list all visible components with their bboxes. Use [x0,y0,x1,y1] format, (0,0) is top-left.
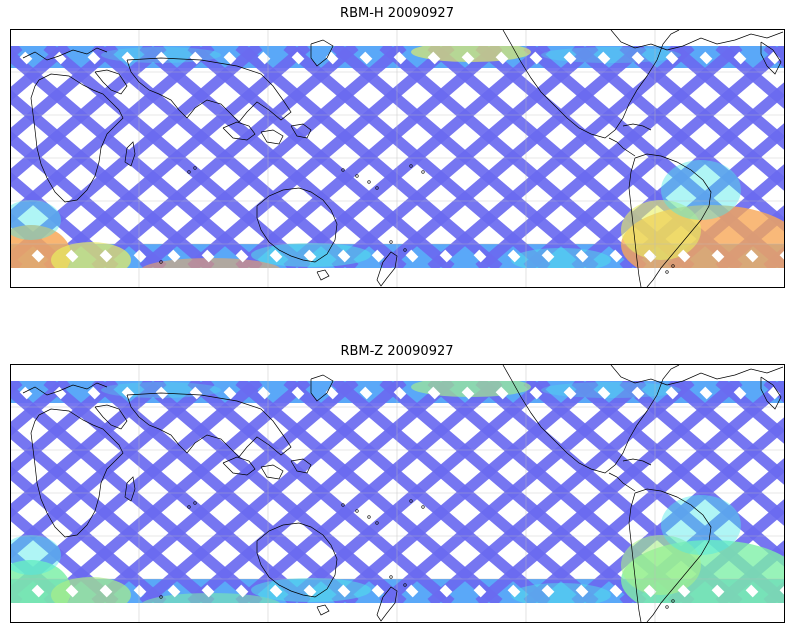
map-canvas [11,365,784,622]
panel-title: RBM-Z 20090927 [340,344,454,359]
panel-title: RBM-H 20090927 [340,6,454,21]
map-frame[interactable] [10,364,785,623]
map-canvas [11,30,784,287]
map-frame[interactable] [10,29,785,288]
